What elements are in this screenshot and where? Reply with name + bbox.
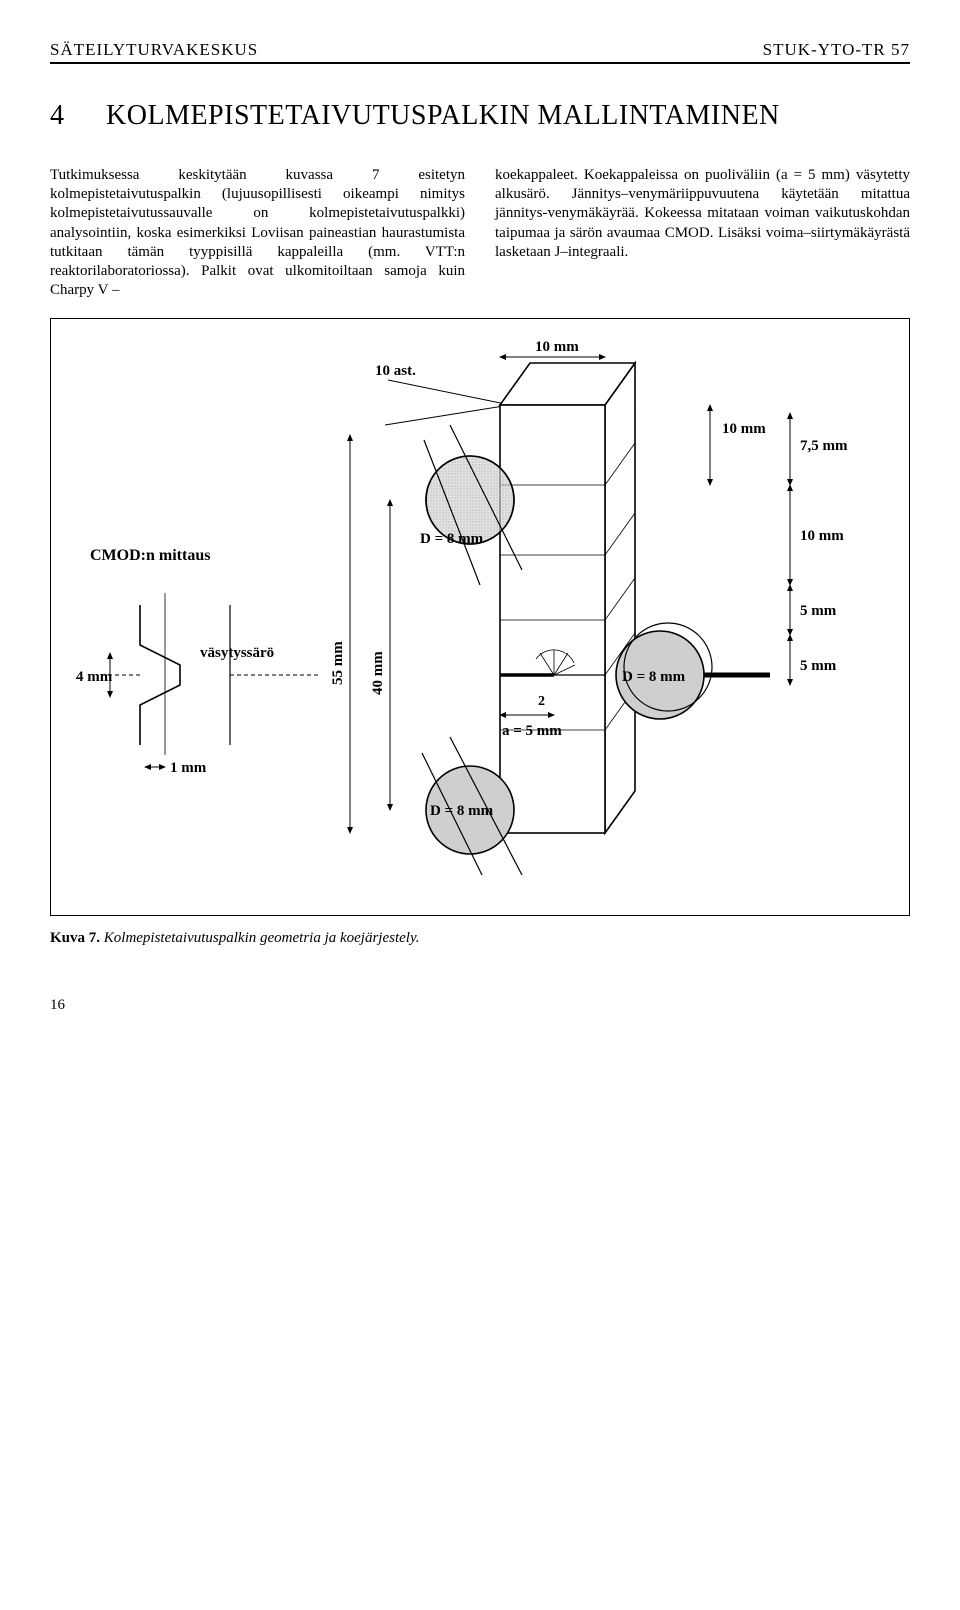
label-right-7-5mm: 7,5 mm	[800, 438, 848, 454]
page-number: 16	[50, 997, 910, 1014]
label-55mm: 55 mm	[330, 641, 346, 685]
figure-caption: Kuva 7. Kolmepistetaivutuspalkin geometr…	[50, 930, 910, 947]
header-left: SÄTEILYTURVAKESKUS	[50, 40, 258, 60]
caption-label: Kuva 7.	[50, 930, 100, 946]
section-name: KOLMEPISTETAIVUTUSPALKIN MALLINTAMINEN	[106, 100, 780, 132]
label-1mm: 1 mm	[170, 760, 207, 776]
label-right-10mm: 10 mm	[722, 421, 766, 437]
label-right-5mm: 5 mm	[800, 603, 837, 619]
label-a5mm: a = 5 mm	[502, 723, 562, 739]
dim-55mm: 55 mm	[330, 435, 350, 833]
figure-svg: 10 mm 10 ast.	[70, 335, 890, 895]
label-top-10mm: 10 mm	[535, 339, 579, 355]
section-heading: 4 KOLMEPISTETAIVUTUSPALKIN MALLINTAMINEN	[50, 100, 910, 132]
figure-7: 10 mm 10 ast.	[50, 318, 910, 916]
label-d8-1: D = 8 mm	[420, 531, 484, 547]
label-cmod-1: CMOD:n mittaus	[90, 547, 210, 564]
caption-text: Kolmepistetaivutuspalkin geometria ja ko…	[100, 930, 420, 946]
dims-right: 10 mm 7,5 mm 10 mm 5 mm 5 mm	[710, 405, 848, 685]
dim-40mm: 40 mm	[370, 500, 390, 810]
beam	[500, 363, 635, 833]
label-right-5mm-2: 5 mm	[800, 658, 837, 674]
label-10ast: 10 ast.	[375, 363, 416, 379]
label-2: 2	[538, 694, 545, 709]
header-right: STUK-YTO-TR 57	[763, 40, 910, 60]
left-detail: CMOD:n mittaus 4 mm väsytyssärö 1 mm	[76, 547, 320, 776]
label-40mm: 40 mm	[370, 651, 386, 695]
section-number: 4	[50, 100, 78, 132]
label-vasytyssaro: väsytyssärö	[200, 645, 274, 661]
running-header: SÄTEILYTURVAKESKUS STUK-YTO-TR 57	[50, 40, 910, 64]
body-text: Tutkimuksessa keskitytään kuvassa 7 esit…	[50, 166, 910, 300]
label-4mm: 4 mm	[76, 669, 113, 685]
angle-10ast: 10 ast.	[375, 363, 510, 425]
label-d8-3: D = 8 mm	[430, 803, 494, 819]
label-right-10mm-2: 10 mm	[800, 528, 844, 544]
column-right: koekappaleet. Koekappaleissa on puoliväl…	[495, 166, 910, 300]
label-d8-2: D = 8 mm	[622, 669, 686, 685]
column-left: Tutkimuksessa keskitytään kuvassa 7 esit…	[50, 166, 465, 300]
dim-top-10mm: 10 mm	[500, 339, 605, 357]
